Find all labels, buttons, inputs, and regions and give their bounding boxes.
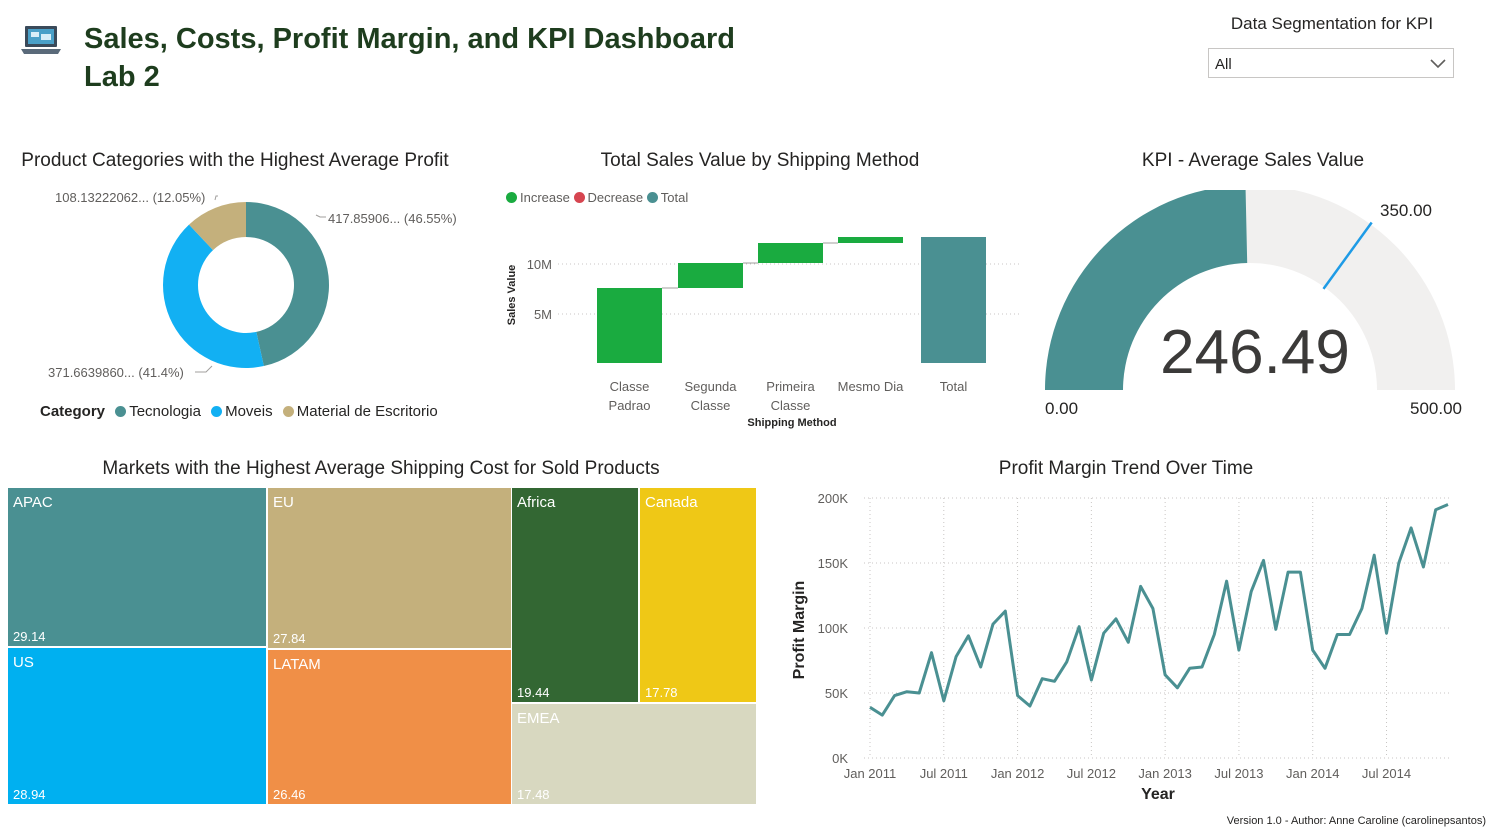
waterfall-bar-3[interactable] bbox=[838, 237, 903, 243]
legend-item-tecnologia[interactable]: Tecnologia bbox=[109, 403, 201, 420]
leader-line bbox=[315, 214, 326, 218]
dropdown-selected-value: All bbox=[1215, 56, 1232, 73]
donut-legend: Category Tecnologia Moveis Material de E… bbox=[40, 403, 438, 420]
tile-value: 29.14 bbox=[13, 629, 46, 644]
y-axis-label: Sales Value bbox=[506, 265, 518, 326]
x-tick-label: Jan 2014 bbox=[1286, 766, 1340, 781]
tile-value: 17.78 bbox=[645, 685, 678, 700]
legend-item-total[interactable]: Total bbox=[646, 190, 688, 205]
waterfall-bar-1[interactable] bbox=[678, 263, 743, 288]
laptop-icon bbox=[21, 26, 61, 54]
x-tick-label: Jul 2011 bbox=[920, 766, 968, 781]
x-tick-label: Classe bbox=[610, 379, 650, 394]
legend-item-moveis[interactable]: Moveis bbox=[205, 403, 273, 420]
legend-item-material[interactable]: Material de Escritorio bbox=[277, 403, 438, 420]
tile-value: 26.46 bbox=[273, 787, 306, 802]
tile-value: 27.84 bbox=[273, 631, 306, 646]
y-tick-label: 200K bbox=[818, 491, 849, 506]
x-axis-label: Shipping Method bbox=[747, 417, 836, 429]
chevron-down-icon[interactable] bbox=[1429, 55, 1447, 71]
treemap-tile-us[interactable]: US 28.94 bbox=[8, 648, 266, 804]
x-tick-label: Jul 2014 bbox=[1362, 766, 1411, 781]
waterfall-chart-title: Total Sales Value by Shipping Method bbox=[600, 150, 920, 171]
slice-label-moveis: 371.6639860... (41.4%) bbox=[48, 365, 184, 380]
gauge-max-label: 500.00 bbox=[1410, 399, 1462, 418]
page-title: Sales, Costs, Profit Margin, and KPI Das… bbox=[84, 20, 784, 96]
x-tick-label: Jul 2012 bbox=[1067, 766, 1116, 781]
treemap-tile-canada[interactable]: Canada 17.78 bbox=[640, 488, 756, 702]
donut-chart bbox=[163, 195, 329, 373]
y-tick-label: 10M bbox=[527, 257, 552, 272]
kpi-value: 246.49 bbox=[1160, 318, 1350, 387]
gauge-target-label: 350.00 bbox=[1380, 201, 1432, 220]
page-title-line1: Sales, Costs, Profit Margin, and KPI Das… bbox=[84, 23, 736, 55]
slicer-title: Data Segmentation for KPI bbox=[1230, 14, 1434, 33]
profit-margin-series bbox=[869, 503, 1449, 717]
y-tick-label: 50K bbox=[825, 686, 848, 701]
gauge-min-label: 0.00 bbox=[1045, 399, 1078, 418]
tile-label: APAC bbox=[13, 494, 53, 511]
tile-label: EU bbox=[273, 494, 294, 511]
x-tick-label: Jan 2013 bbox=[1138, 766, 1192, 781]
x-tick-label: Segunda bbox=[684, 379, 737, 394]
footer-version: Version 1.0 - Author: Anne Caroline (car… bbox=[1226, 815, 1486, 827]
slice-label-tecnologia: 417.85906... (46.55%) bbox=[328, 211, 457, 226]
kpi-segmentation-dropdown[interactable]: All bbox=[1208, 48, 1454, 78]
leader-line bbox=[214, 195, 218, 201]
y-axis-label: Profit Margin bbox=[791, 581, 808, 680]
tile-label: US bbox=[13, 654, 34, 671]
y-tick-label: 150K bbox=[818, 556, 849, 571]
tile-label: LATAM bbox=[273, 656, 321, 673]
donut-slice-tecnologia[interactable] bbox=[246, 202, 329, 367]
waterfall-bar-2[interactable] bbox=[758, 243, 823, 263]
kpi-gauge: 246.49 0.00 500.00 350.00 bbox=[1045, 190, 1462, 418]
line-chart-title: Profit Margin Trend Over Time bbox=[998, 458, 1254, 479]
waterfall-legend: Increase Decrease Total bbox=[506, 190, 688, 205]
treemap-tile-latam[interactable]: LATAM 26.46 bbox=[268, 650, 511, 804]
treemap-tile-emea[interactable]: EMEA 17.48 bbox=[512, 704, 756, 804]
tile-value: 28.94 bbox=[13, 787, 46, 802]
treemap-tile-eu[interactable]: EU 27.84 bbox=[268, 488, 511, 648]
x-tick-label: Primeira bbox=[766, 379, 815, 394]
tile-value: 19.44 bbox=[517, 685, 550, 700]
gauge-target-marker bbox=[1322, 221, 1373, 290]
x-tick-label: Classe bbox=[771, 398, 811, 413]
gauge-fill bbox=[1045, 190, 1248, 390]
y-tick-label: 5M bbox=[534, 307, 552, 322]
donut-slice-material[interactable] bbox=[189, 202, 246, 251]
donut-chart-title: Product Categories with the Highest Aver… bbox=[21, 150, 449, 171]
waterfall-bar-0[interactable] bbox=[597, 288, 662, 363]
legend-item-decrease[interactable]: Decrease bbox=[573, 190, 643, 205]
waterfall-bar-4[interactable] bbox=[921, 237, 986, 363]
x-tick-label: Mesmo Dia bbox=[838, 379, 905, 394]
x-tick-label: Padrao bbox=[609, 398, 651, 413]
page-title-line2: Lab 2 bbox=[84, 61, 160, 93]
tile-label: EMEA bbox=[517, 710, 560, 727]
slice-label-material: 108.13222062... (12.05%) bbox=[55, 190, 206, 205]
y-tick-label: 100K bbox=[818, 621, 849, 636]
x-tick-label: Jul 2013 bbox=[1214, 766, 1263, 781]
legend-title: Category bbox=[40, 403, 106, 420]
y-tick-label: 0K bbox=[832, 751, 848, 766]
leader-line bbox=[195, 365, 213, 373]
x-tick-label: Jan 2011 bbox=[844, 766, 897, 781]
treemap-tile-africa[interactable]: Africa 19.44 bbox=[512, 488, 638, 702]
waterfall-chart: 10M 5M Sales Value Classe Padrao Segunda Cl… bbox=[506, 237, 1020, 429]
treemap-tile-apac[interactable]: APAC 29.14 bbox=[8, 488, 266, 646]
legend-item-increase[interactable]: Increase bbox=[506, 190, 570, 205]
tile-label: Canada bbox=[645, 494, 698, 511]
donut-slice-moveis[interactable] bbox=[163, 224, 264, 368]
kpi-gauge-title: KPI - Average Sales Value bbox=[1141, 150, 1365, 171]
treemap: APAC 29.14 EU 27.84 Africa 19.44 Canada … bbox=[8, 488, 756, 804]
x-tick-label: Jan 2012 bbox=[991, 766, 1045, 781]
x-axis-label: Year bbox=[1141, 786, 1175, 803]
tile-label: Africa bbox=[517, 494, 556, 511]
treemap-title: Markets with the Highest Average Shippin… bbox=[102, 458, 660, 479]
tile-value: 17.48 bbox=[517, 787, 550, 802]
x-tick-label: Total bbox=[940, 379, 968, 394]
x-tick-label: Classe bbox=[691, 398, 731, 413]
